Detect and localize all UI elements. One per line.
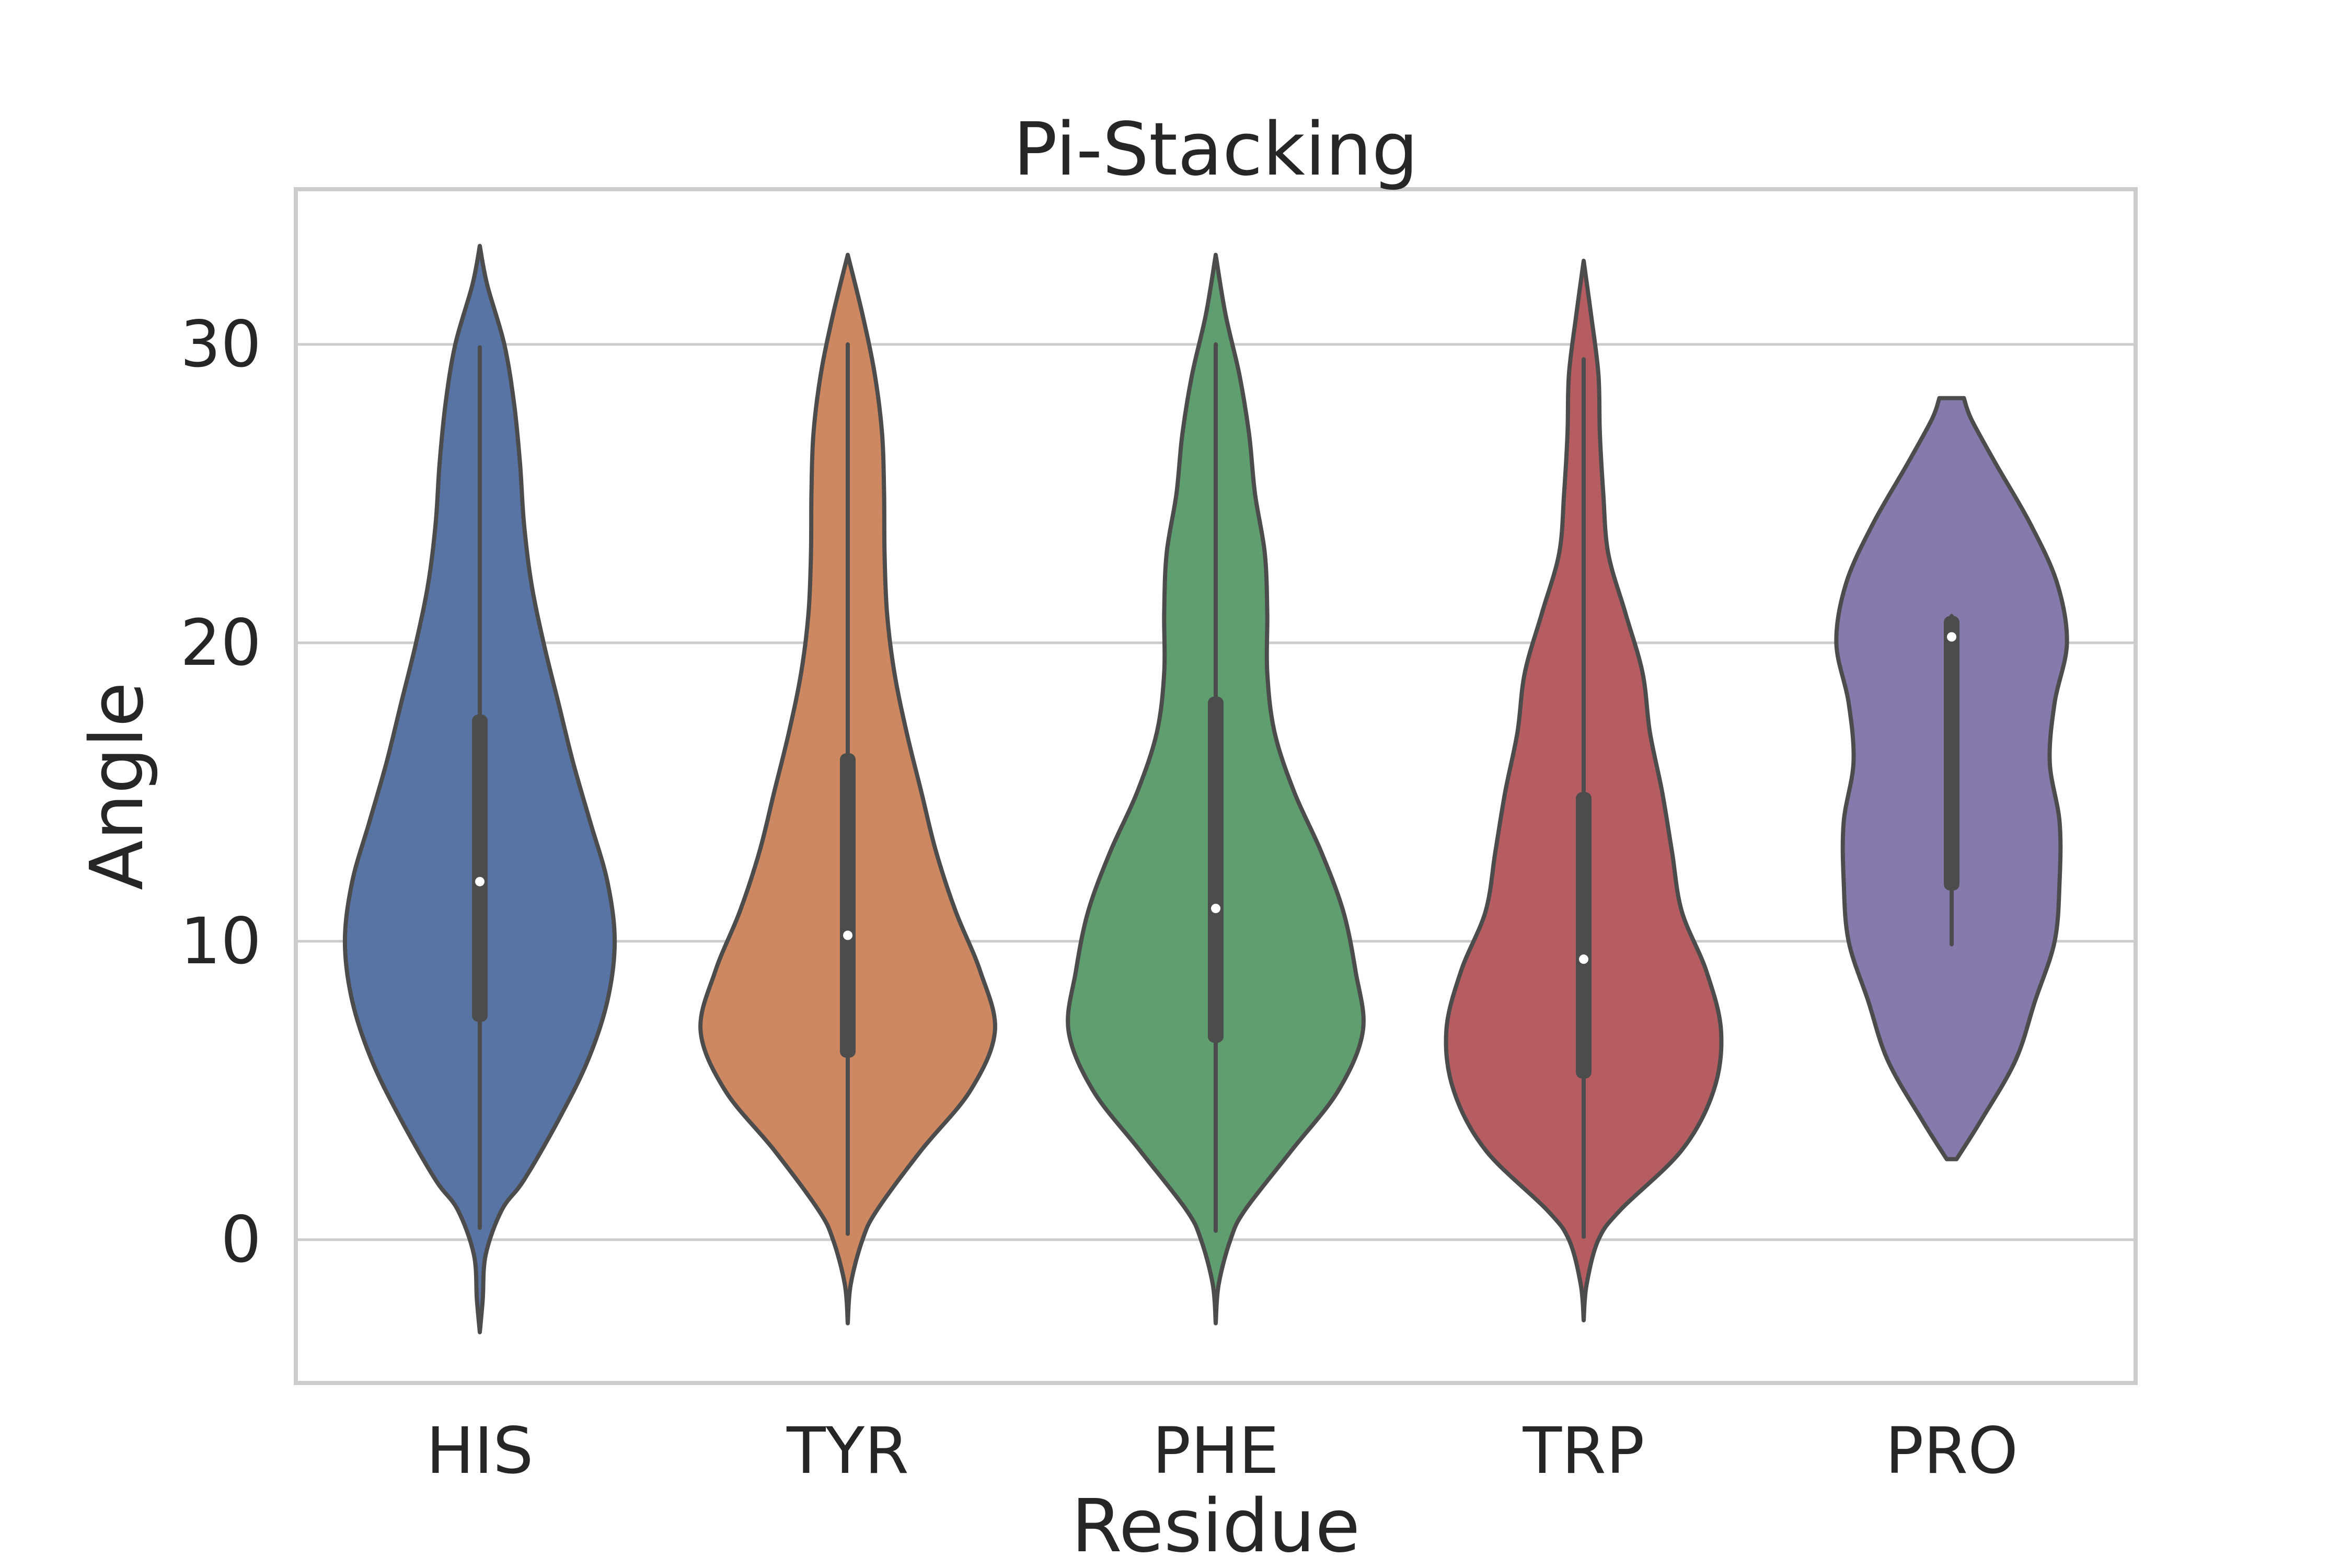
median-dot-his (475, 877, 485, 886)
median-dot-tyr (843, 930, 852, 940)
x-tick-labels: HIS TYR PHE TRP PRO (426, 1414, 2018, 1488)
chart-title: Pi-Stacking (1013, 107, 1419, 192)
x-tick-label-phe: PHE (1152, 1414, 1279, 1488)
iqr-box-his (472, 714, 488, 1022)
x-tick-label-his: HIS (426, 1414, 533, 1488)
median-dot-phe (1211, 904, 1220, 914)
y-tick-label: 10 (180, 904, 261, 978)
median-dot-pro (1947, 632, 1956, 642)
violins (342, 244, 2069, 1334)
x-tick-label-tyr: TYR (786, 1414, 909, 1488)
iqr-box-trp (1576, 792, 1592, 1079)
x-axis-label: Residue (1071, 1484, 1361, 1568)
x-tick-label-pro: PRO (1885, 1414, 2018, 1488)
median-dot-trp (1579, 954, 1588, 964)
y-tick-label: 30 (180, 307, 261, 382)
iqr-box-tyr (840, 753, 856, 1058)
plot-frame (294, 187, 2138, 1385)
iqr-box-phe (1208, 696, 1224, 1043)
iqr-box-pro (1944, 616, 1959, 891)
y-tick-label: 20 (180, 606, 261, 680)
x-tick-label-trp: TRP (1523, 1414, 1645, 1488)
y-tick-labels: 0 10 20 30 (180, 307, 261, 1277)
y-axis-label: Angle (75, 682, 160, 890)
y-tick-label: 0 (221, 1203, 261, 1277)
